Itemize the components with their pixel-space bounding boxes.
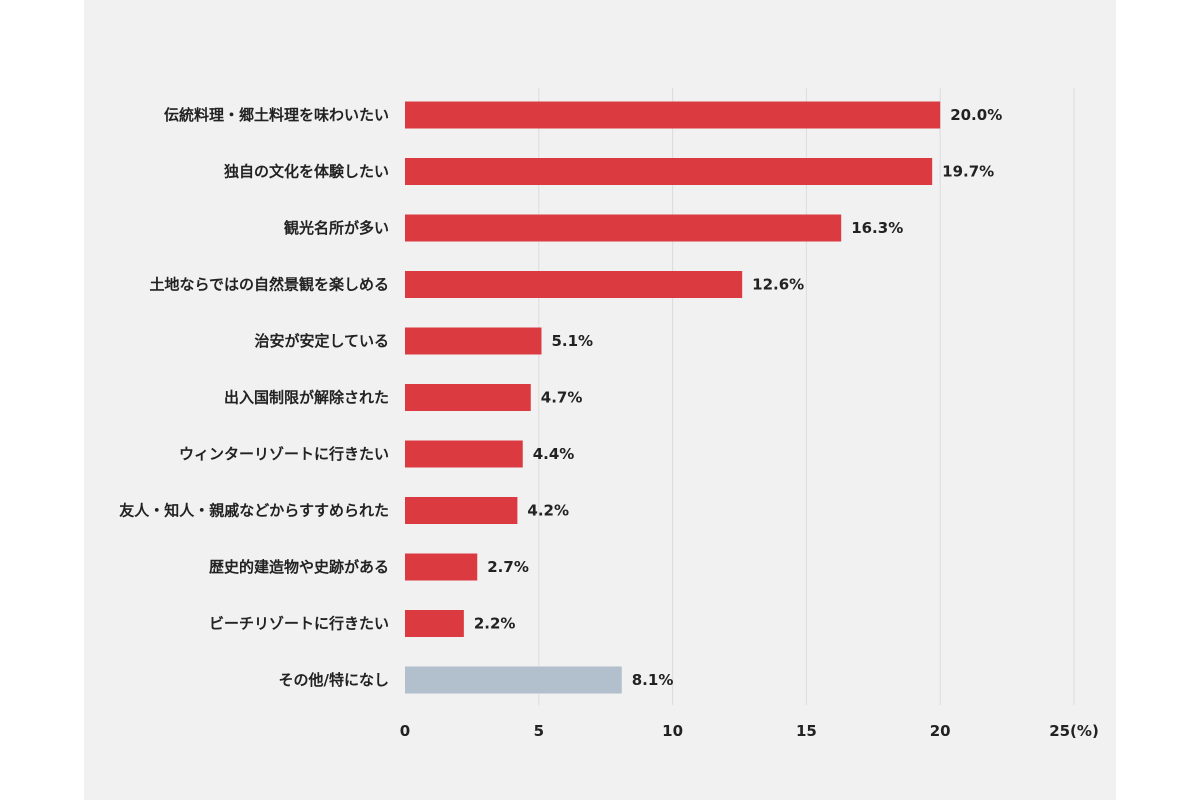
value-label: 5.1% <box>551 332 593 350</box>
value-label: 16.3% <box>851 219 903 237</box>
value-label: 2.7% <box>487 558 529 576</box>
x-tick-label: 25(%) <box>1049 722 1099 740</box>
category-label: 伝統料理・郷土料理を味わいたい <box>164 106 389 124</box>
bar <box>405 440 523 468</box>
bar <box>405 271 743 298</box>
bar <box>405 327 542 355</box>
bar <box>405 553 478 581</box>
category-label: 土地ならではの自然景観を楽しめる <box>149 276 389 294</box>
bar <box>405 384 531 411</box>
chart-panel: 伝統料理・郷土料理を味わいたい独自の文化を体験したい観光名所が多い土地ならではの… <box>84 0 1116 800</box>
bar <box>405 610 464 637</box>
value-label: 19.7% <box>942 163 994 181</box>
bar <box>405 101 941 129</box>
category-label: その他/特になし <box>279 671 389 689</box>
value-label: 4.4% <box>533 445 575 463</box>
x-tick-label: 0 <box>400 722 410 740</box>
x-tick-label: 15 <box>796 722 817 740</box>
category-label: 治安が安定している <box>254 332 389 350</box>
value-label: 4.2% <box>527 502 569 520</box>
bar <box>405 214 842 242</box>
bar <box>405 158 933 185</box>
x-tick-label: 10 <box>662 722 683 740</box>
value-label: 4.7% <box>541 389 583 407</box>
category-label: 歴史的建造物や史跡がある <box>209 558 389 576</box>
x-tick-label: 20 <box>930 722 951 740</box>
bar-chart: 伝統料理・郷土料理を味わいたい独自の文化を体験したい観光名所が多い土地ならではの… <box>119 88 1099 740</box>
category-label: 出入国制限が解除された <box>224 389 389 407</box>
category-label: 友人・知人・親戚などからすすめられた <box>119 502 389 520</box>
value-label: 20.0% <box>950 106 1002 124</box>
category-label: ビーチリゾートに行きたい <box>209 615 389 633</box>
value-label: 2.2% <box>474 615 516 633</box>
category-label: 観光名所が多い <box>284 219 389 237</box>
category-label: ウィンターリゾートに行きたい <box>179 445 389 463</box>
value-label: 12.6% <box>752 276 804 294</box>
value-label: 8.1% <box>632 671 674 689</box>
bar <box>405 666 622 694</box>
bar <box>405 497 518 524</box>
category-label: 独自の文化を体験したい <box>224 163 389 181</box>
x-tick-label: 5 <box>534 722 544 740</box>
